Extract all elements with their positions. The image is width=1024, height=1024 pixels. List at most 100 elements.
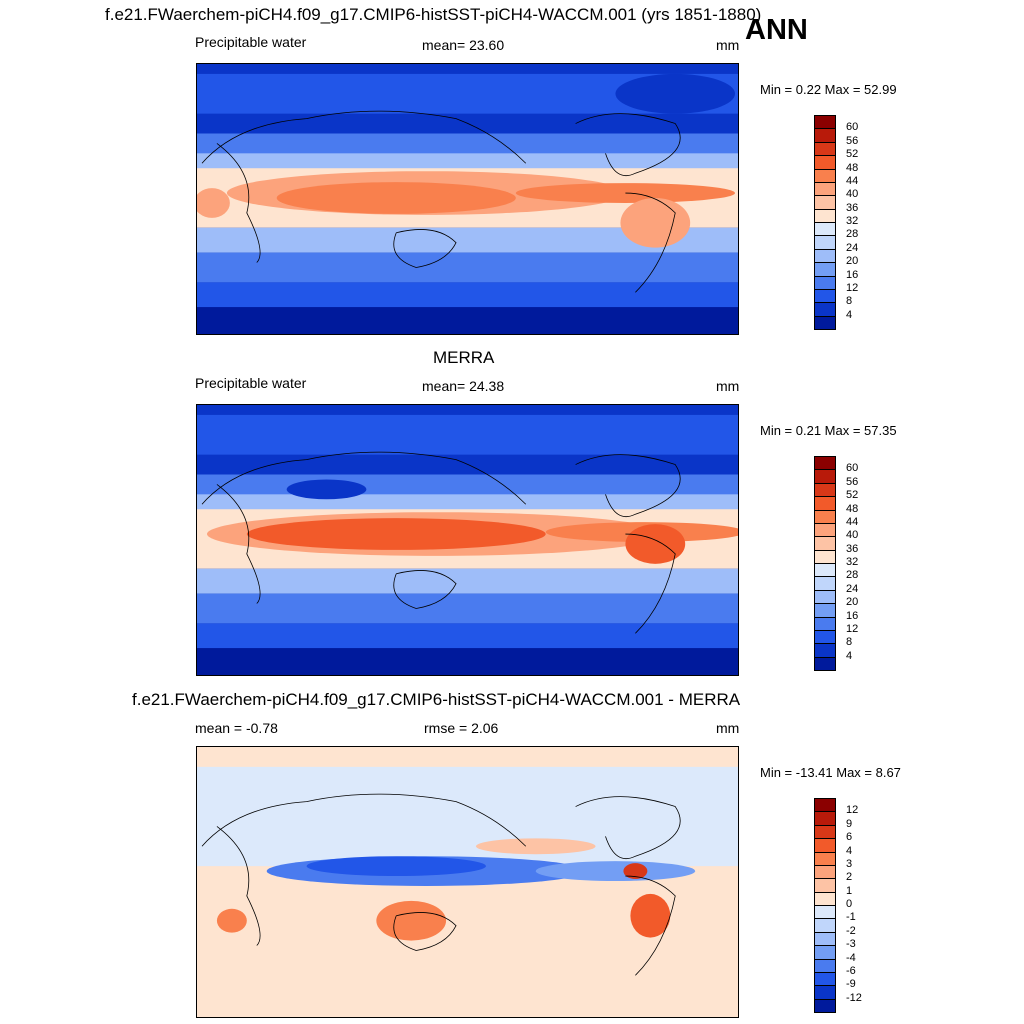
colorbar-tick-label: 1 xyxy=(846,884,853,897)
colorbar-swatch xyxy=(814,496,836,511)
panel-title: MERRA xyxy=(433,348,495,367)
colorbar-swatch xyxy=(814,998,836,1013)
colorbar-tick-label: 40 xyxy=(846,188,859,201)
colorbar-tick-label: 12 xyxy=(846,281,859,294)
panel-mean-label: mean= 23.60 xyxy=(422,37,505,53)
colorbar-tick-label: -3 xyxy=(846,938,856,951)
colorbar-swatch xyxy=(814,905,836,920)
colorbar-swatch xyxy=(814,945,836,960)
colorbar-tick-label: 36 xyxy=(846,201,859,214)
colorbar-tick-label: 24 xyxy=(846,241,859,254)
panel-minmax-label: Min = 0.22 Max = 52.99 xyxy=(760,82,897,97)
colorbar-swatch xyxy=(814,811,836,826)
colorbar-tick-label: 9 xyxy=(846,817,853,830)
colorbar-swatch xyxy=(814,115,836,130)
colorbar-tick-label: -1 xyxy=(846,911,856,924)
colorbar-swatch xyxy=(814,656,836,671)
colorbar-tick-label: 0 xyxy=(846,898,853,910)
panel-mean-label: mean = -0.78 xyxy=(195,720,278,736)
colorbar-tick-label: 44 xyxy=(846,515,859,528)
colorbar-swatch xyxy=(814,208,836,223)
colorbar-tick-label: 32 xyxy=(846,556,859,568)
colorbar-swatch xyxy=(814,522,836,538)
colorbar-swatch xyxy=(814,275,836,290)
colorbar-tick-label: 44 xyxy=(846,174,859,187)
colorbar-swatch xyxy=(814,838,836,853)
colorbar-tick-label: -6 xyxy=(846,964,856,977)
colorbar-swatch xyxy=(814,603,836,618)
colorbar-swatch xyxy=(814,851,836,866)
colorbar-swatch xyxy=(814,536,836,551)
colorbar-merra: 60 56 52 48 44 40 36 32 28 24 20 16 12 8 4 xyxy=(814,456,858,671)
colorbar-tick-label: 56 xyxy=(846,134,859,147)
colorbar-tick-label: 8 xyxy=(846,636,853,649)
colorbar-tick-label: 32 xyxy=(846,215,859,227)
colorbar-swatch xyxy=(814,576,836,591)
colorbar-tick-label: 52 xyxy=(846,489,859,502)
map-model-precipitable-water xyxy=(196,63,739,335)
colorbar-swatch xyxy=(814,589,836,605)
colorbar-swatch xyxy=(814,509,836,524)
colorbar-tick-label: 16 xyxy=(846,268,859,281)
colorbar-swatch xyxy=(814,918,836,933)
colorbar-tick-label: 48 xyxy=(846,161,859,174)
colorbar-tick-label: 3 xyxy=(846,857,853,870)
colorbar-swatch xyxy=(814,128,836,143)
colorbar-tick-label: 20 xyxy=(846,255,859,268)
colorbar-swatch xyxy=(814,155,836,170)
colorbar-swatch xyxy=(814,958,836,973)
colorbar-tick-label: 16 xyxy=(846,609,859,622)
map-merra-precipitable-water xyxy=(196,404,739,676)
panel-units-label: mm xyxy=(716,37,740,53)
colorbar-tick-label: -12 xyxy=(846,991,862,1004)
colorbar-swatch xyxy=(814,288,836,304)
colorbar-tick-label: 20 xyxy=(846,596,859,609)
colorbar-swatch xyxy=(814,878,836,893)
colorbar-tick-label: 4 xyxy=(846,844,853,857)
colorbar-swatch xyxy=(814,195,836,210)
colorbar-tick-label: 52 xyxy=(846,148,859,161)
colorbar-swatch xyxy=(814,824,836,840)
colorbar-swatch xyxy=(814,616,836,631)
colorbar-swatch xyxy=(814,222,836,237)
figure-title: f.e21.FWaerchem-piCH4.f09_g17.CMIP6-hist… xyxy=(105,5,762,24)
panel-variable-label: Precipitable water xyxy=(195,34,307,50)
panel-rmse-label: rmse = 2.06 xyxy=(424,720,499,736)
colorbar-swatch xyxy=(814,563,836,578)
season-label: ANN xyxy=(745,14,808,46)
panel-minmax-label: Min = -13.41 Max = 8.67 xyxy=(760,765,901,780)
colorbar-tick-label: 48 xyxy=(846,502,859,515)
colorbar-swatch xyxy=(814,482,836,498)
colorbar-swatch xyxy=(814,456,836,471)
colorbar-swatch xyxy=(814,985,836,1000)
colorbar-swatch xyxy=(814,235,836,250)
colorbar-tick-label: -9 xyxy=(846,978,856,991)
colorbar-swatch xyxy=(814,798,836,813)
colorbar-tick-label: 36 xyxy=(846,542,859,555)
colorbar-swatch xyxy=(814,469,836,484)
colorbar-tick-label: -4 xyxy=(846,951,856,964)
colorbar-swatch xyxy=(814,864,836,880)
map-difference-precipitable-water xyxy=(196,746,739,1018)
colorbar-tick-label: 60 xyxy=(846,462,859,475)
colorbar-swatch xyxy=(814,302,836,317)
colorbar-swatch xyxy=(814,141,836,157)
colorbar-swatch xyxy=(814,262,836,277)
colorbar-tick-label: 12 xyxy=(846,804,859,817)
panel-title: f.e21.FWaerchem-piCH4.f09_g17.CMIP6-hist… xyxy=(132,690,741,709)
colorbar-tick-label: 8 xyxy=(846,295,853,308)
colorbar-difference: 12 9 6 4 3 2 1 0 -1 -2 -3 -4 -6 -9 -12 xyxy=(814,798,862,1013)
colorbar-swatch xyxy=(814,248,836,264)
colorbar-swatch xyxy=(814,168,836,183)
colorbar-tick-label: 4 xyxy=(846,308,853,321)
panel-minmax-label: Min = 0.21 Max = 57.35 xyxy=(760,423,897,438)
colorbar-swatch xyxy=(814,629,836,645)
colorbar-tick-label: 60 xyxy=(846,121,859,134)
colorbar-tick-label: 56 xyxy=(846,475,859,488)
colorbar-tick-label: 4 xyxy=(846,649,853,662)
colorbar-swatch xyxy=(814,971,836,987)
colorbar-swatch xyxy=(814,315,836,330)
colorbar-tick-label: 28 xyxy=(846,228,859,241)
colorbar-tick-label: 12 xyxy=(846,622,859,635)
colorbar-swatch xyxy=(814,643,836,658)
